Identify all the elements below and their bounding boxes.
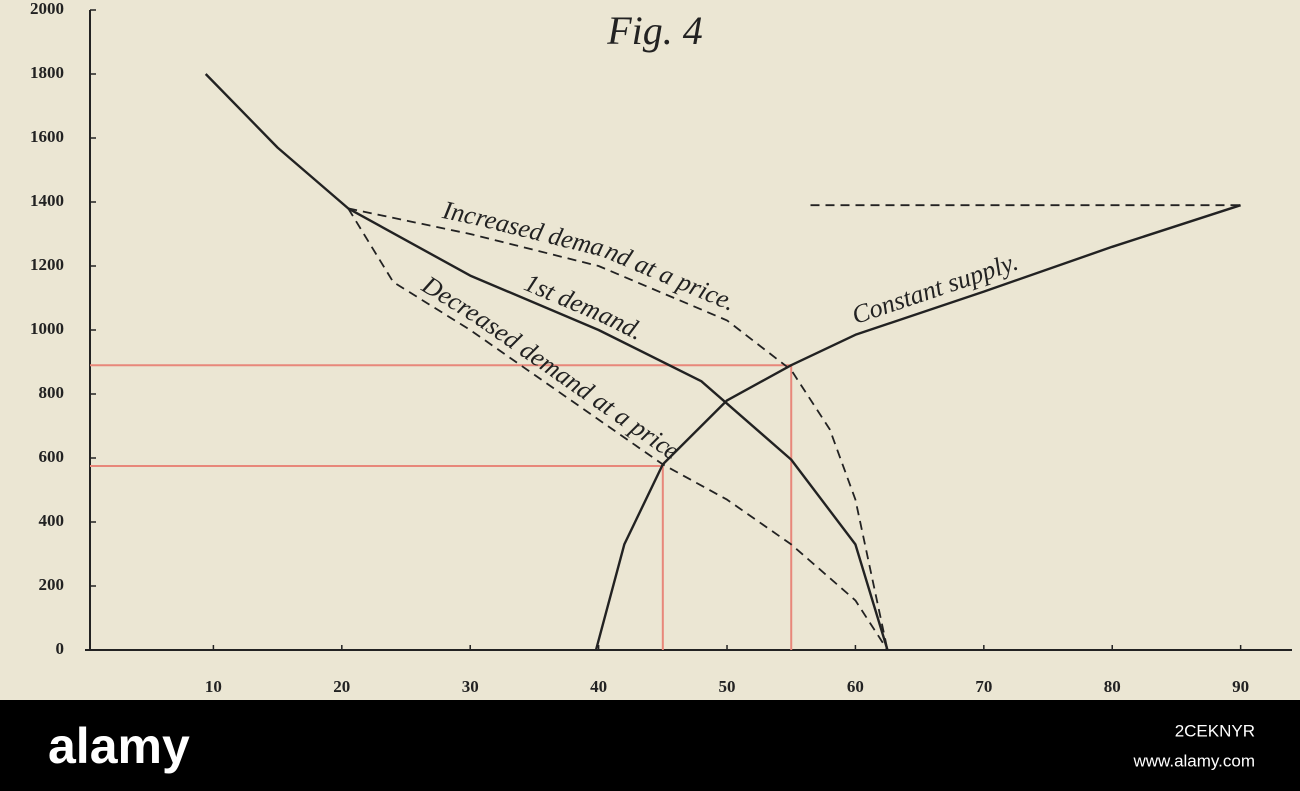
chart-title: Fig. 4 [606, 8, 703, 53]
x-tick-label: 90 [1232, 677, 1249, 696]
y-tick-label: 1200 [30, 255, 64, 274]
y-tick-label: 1000 [30, 319, 64, 338]
y-tick-label: 800 [39, 383, 65, 402]
x-tick-label: 30 [462, 677, 479, 696]
y-tick-label: 1600 [30, 127, 64, 146]
x-tick-label: 10 [205, 677, 222, 696]
x-tick-label: 60 [847, 677, 864, 696]
y-tick-label: 1800 [30, 63, 64, 82]
x-tick-label: 80 [1104, 677, 1121, 696]
y-tick-label: 600 [39, 447, 65, 466]
curve [204, 73, 889, 651]
watermark-code: 2CEKNYR [1175, 721, 1255, 740]
x-tick-label: 20 [333, 677, 350, 696]
watermark-url: www.alamy.com [1132, 751, 1255, 770]
curve [348, 207, 889, 651]
y-tick-label: 0 [56, 639, 65, 658]
watermark-band [0, 700, 1300, 791]
y-tick-label: 2000 [30, 0, 64, 18]
watermark-brand: alamy [48, 718, 190, 774]
background [0, 0, 1300, 700]
x-tick-label: 50 [719, 677, 736, 696]
curve [594, 204, 1241, 651]
y-tick-label: 400 [39, 511, 65, 530]
x-tick-label: 70 [975, 677, 992, 696]
y-tick-label: 1400 [30, 191, 64, 210]
x-tick-label: 40 [590, 677, 607, 696]
y-tick-label: 200 [39, 575, 65, 594]
